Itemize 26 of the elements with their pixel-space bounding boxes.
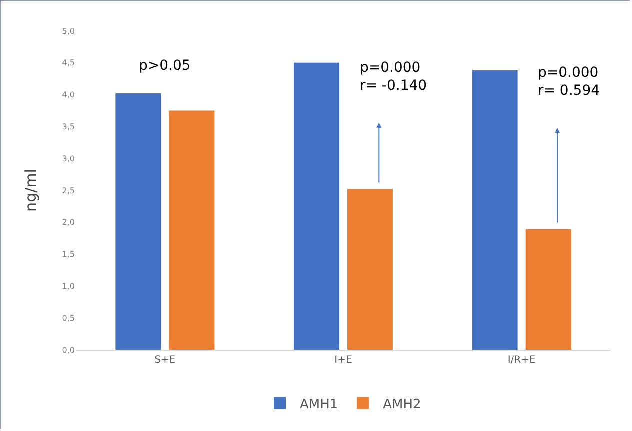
bar: [116, 94, 162, 350]
y-tick-label: 0,5: [62, 314, 75, 323]
legend-label: AMH1: [300, 397, 338, 412]
bar: [294, 62, 340, 350]
y-tick-label: 5,0: [62, 26, 75, 36]
y-axis-title: ng/ml: [22, 169, 40, 212]
y-tick-label: 2,5: [62, 186, 75, 196]
bar: [526, 229, 572, 350]
x-tick-label: I+E: [334, 355, 352, 366]
legend-label: AMH2: [383, 397, 422, 412]
y-tick-label: 4,5: [62, 58, 75, 68]
annotation: p=0.000 r= -0.140: [360, 60, 428, 94]
bar: [348, 189, 393, 350]
y-tick-label: 3,5: [62, 122, 75, 132]
annotation: p=0.000 r= 0.594: [538, 65, 600, 100]
y-tick-label: 3,0: [62, 154, 75, 164]
x-tick-label: I/R+E: [508, 355, 536, 366]
y-tick-label: 1,0: [62, 282, 75, 291]
annotation: p>0.05: [139, 58, 191, 74]
y-tick-label: 4,0: [62, 90, 75, 100]
bar: [472, 70, 518, 350]
y-tick-label: 1,5: [62, 250, 75, 260]
bar: [169, 110, 215, 350]
y-tick-label: 0,0: [62, 346, 75, 355]
y-tick-label: 2,0: [62, 218, 75, 228]
x-tick-label: S+E: [154, 355, 176, 366]
